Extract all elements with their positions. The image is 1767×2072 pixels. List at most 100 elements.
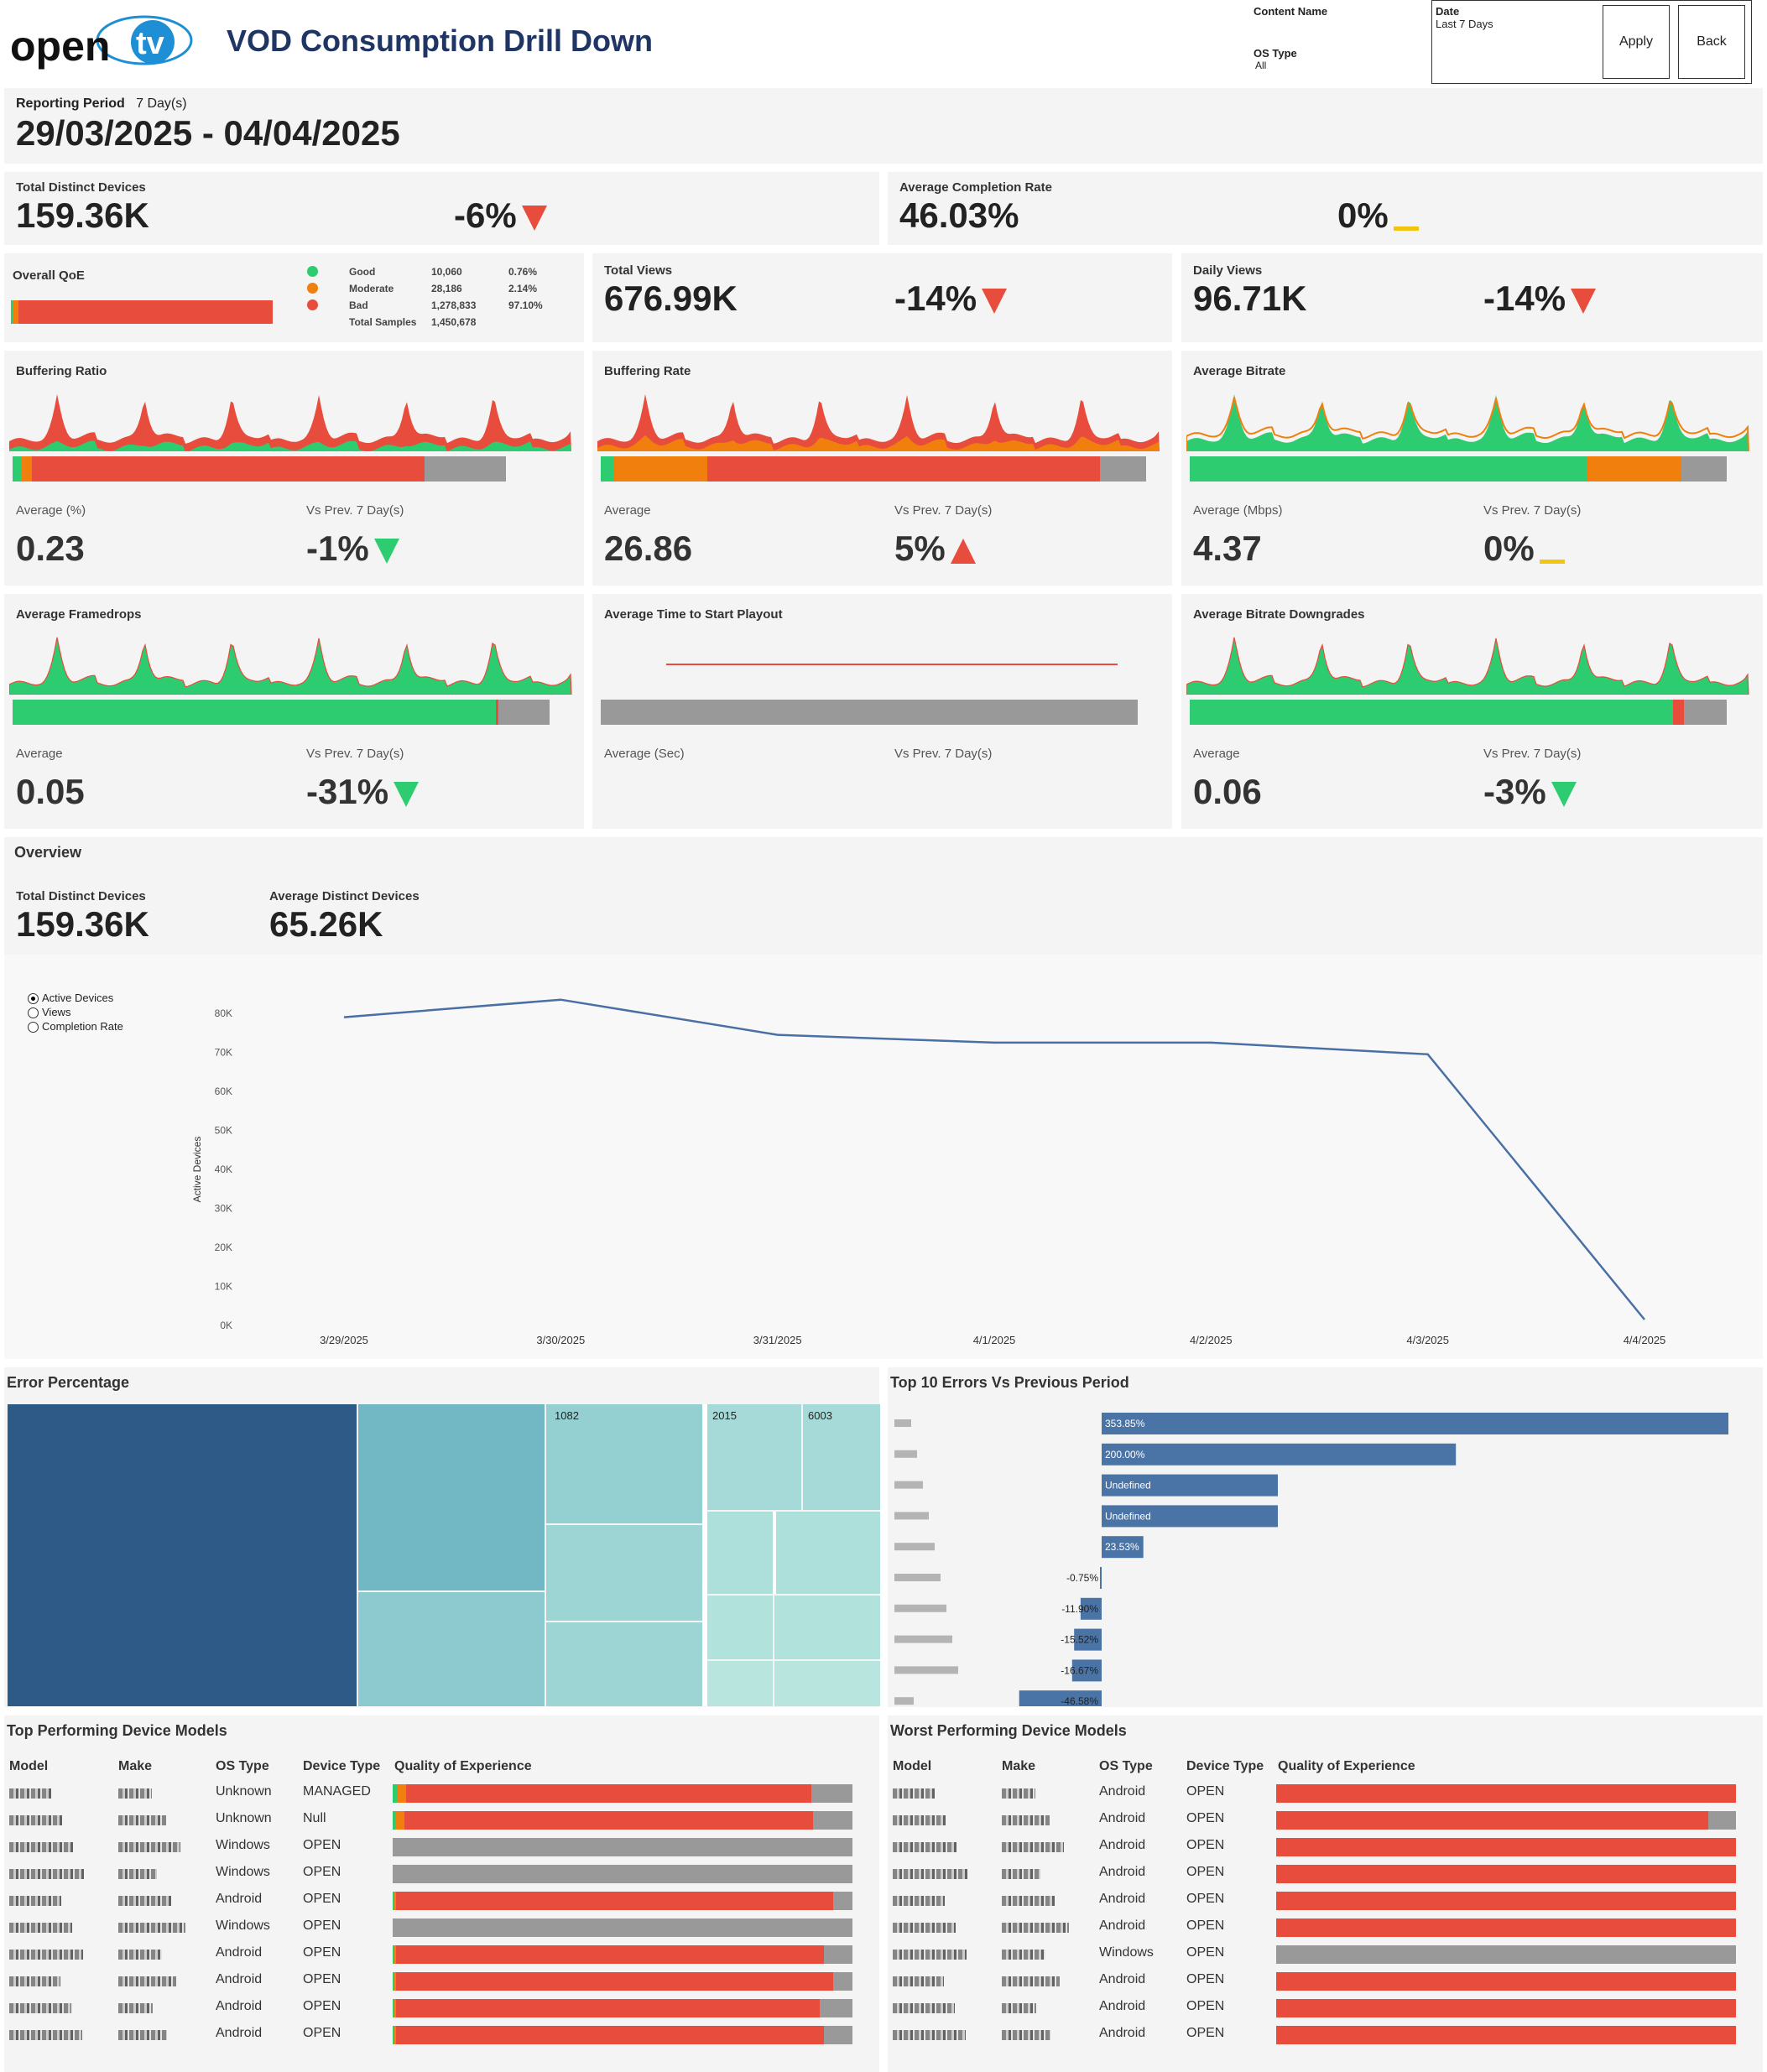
series-line[interactable] <box>343 998 1645 1320</box>
qoe-segment-good[interactable] <box>393 1784 398 1803</box>
qoe-bar[interactable] <box>393 1865 852 1883</box>
error-bar[interactable] <box>1074 1628 1102 1651</box>
qoe-segment-good[interactable] <box>393 2026 394 2044</box>
column-header[interactable]: Model <box>893 1759 932 1773</box>
table-row[interactable]: Android OPEN <box>4 1942 879 1967</box>
table-row[interactable]: Unknown Null <box>4 1808 879 1833</box>
qoe-bar[interactable] <box>1276 1892 1736 1910</box>
qoe-segment-moderate[interactable] <box>394 1972 397 1991</box>
bar-segment-bad[interactable] <box>1673 700 1684 725</box>
qoe-segment-moderate[interactable] <box>394 1811 404 1830</box>
table-row[interactable]: Android OPEN <box>888 1781 1763 1806</box>
error-bar[interactable] <box>1100 1567 1102 1589</box>
qoe-segment-bad[interactable] <box>1276 1918 1736 1937</box>
data-point[interactable] <box>992 1040 997 1045</box>
bar-segment-good[interactable] <box>13 456 21 482</box>
table-row[interactable]: Android OPEN <box>4 1969 879 1994</box>
column-header[interactable]: Model <box>9 1759 49 1773</box>
qoe-segment-moderate[interactable] <box>397 1784 407 1803</box>
qoe-bar[interactable] <box>1276 2026 1736 2044</box>
bar-segment-moderate[interactable] <box>1587 456 1681 482</box>
qoe-segment-na[interactable] <box>824 2026 852 2044</box>
qoe-segment-bad[interactable] <box>396 2026 824 2044</box>
qoe-bar[interactable] <box>1276 1918 1736 1937</box>
table-row[interactable]: Android OPEN <box>888 1888 1763 1913</box>
qoe-segment-bad[interactable] <box>404 1811 814 1830</box>
qoe-segment-good[interactable] <box>393 1999 394 2017</box>
bar-segment-good[interactable] <box>601 456 615 482</box>
metric-qoe-bar[interactable] <box>601 700 1138 725</box>
table-row[interactable]: Android OPEN <box>888 1915 1763 1940</box>
qoe-segment-bad[interactable] <box>1276 1865 1736 1883</box>
qoe-bar[interactable] <box>393 1784 852 1803</box>
qoe-segment-bad[interactable] <box>1276 1838 1736 1856</box>
column-header[interactable]: Device Type <box>1186 1759 1264 1773</box>
qoe-segment-na[interactable] <box>811 1784 852 1803</box>
radio-empty-icon[interactable] <box>28 1022 39 1033</box>
treemap-cell[interactable] <box>707 1661 773 1706</box>
treemap-cell[interactable] <box>546 1622 702 1706</box>
qoe-segment-bad[interactable] <box>1276 2026 1736 2044</box>
table-row[interactable]: Windows OPEN <box>4 1861 879 1887</box>
column-header[interactable]: Make <box>1002 1759 1036 1773</box>
treemap-cell[interactable] <box>8 1404 357 1706</box>
qoe-segment-bad[interactable] <box>406 1784 811 1803</box>
treemap-cell[interactable] <box>707 1596 773 1659</box>
data-point[interactable] <box>558 997 563 1002</box>
bar-segment-bad[interactable] <box>31 456 425 482</box>
bar-segment-good[interactable] <box>1190 456 1587 482</box>
table-row[interactable]: Android OPEN <box>888 1969 1763 1994</box>
column-header[interactable]: Device Type <box>303 1759 381 1773</box>
table-row[interactable]: Windows OPEN <box>4 1915 879 1940</box>
qoe-segment-bad[interactable] <box>1276 1972 1736 1991</box>
table-row[interactable]: Android OPEN <box>888 1808 1763 1833</box>
qoe-bar-segment-bad[interactable] <box>18 300 273 324</box>
radio-option[interactable]: Active Devices <box>28 992 113 1006</box>
content-name-label[interactable]: Content Name <box>1254 5 1328 18</box>
error-bar[interactable] <box>1080 1597 1102 1620</box>
treemap-cell[interactable] <box>358 1404 545 1590</box>
qoe-segment-bad[interactable] <box>396 1999 820 2017</box>
qoe-bar[interactable] <box>393 2026 852 2044</box>
error-bar[interactable] <box>1102 1536 1144 1559</box>
table-row[interactable]: Android OPEN <box>4 1888 879 1913</box>
bar-segment-na[interactable] <box>1099 456 1146 482</box>
metric-qoe-bar[interactable] <box>601 456 1146 482</box>
metric-qoe-bar[interactable] <box>1190 456 1727 482</box>
treemap-cell[interactable] <box>774 1596 880 1659</box>
qoe-segment-good[interactable] <box>393 1811 395 1830</box>
column-header[interactable]: Quality of Experience <box>1278 1759 1415 1773</box>
error-bar[interactable] <box>1102 1413 1728 1434</box>
table-row[interactable]: Android OPEN <box>888 1996 1763 2021</box>
qoe-segment-bad[interactable] <box>396 1945 824 1964</box>
column-header[interactable]: Make <box>118 1759 153 1773</box>
radio-selected-icon[interactable] <box>28 993 39 1005</box>
qoe-bar[interactable] <box>1276 1811 1736 1830</box>
data-point[interactable] <box>1426 1052 1431 1057</box>
error-bar[interactable] <box>1102 1505 1278 1528</box>
bar-segment-na[interactable] <box>498 700 550 725</box>
bar-segment-moderate[interactable] <box>614 456 707 482</box>
qoe-segment-na[interactable] <box>1276 1945 1736 1964</box>
qoe-segment-bad[interactable] <box>1276 1784 1736 1803</box>
error-bar[interactable] <box>1102 1474 1278 1497</box>
qoe-bar[interactable] <box>11 300 273 324</box>
table-row[interactable]: Android OPEN <box>888 2023 1763 2048</box>
qoe-bar[interactable] <box>393 1892 852 1910</box>
qoe-bar[interactable] <box>1276 1865 1736 1883</box>
bar-segment-na[interactable] <box>1683 700 1727 725</box>
table-row[interactable]: Unknown MANAGED <box>4 1781 879 1806</box>
os-type-value[interactable]: All <box>1255 60 1267 71</box>
table-row[interactable]: Android OPEN <box>4 1996 879 2021</box>
column-header[interactable]: OS Type <box>1099 1759 1153 1773</box>
qoe-segment-good[interactable] <box>393 1892 394 1910</box>
qoe-bar[interactable] <box>393 1811 852 1830</box>
qoe-bar[interactable] <box>1276 1972 1736 1991</box>
qoe-bar[interactable] <box>1276 1999 1736 2017</box>
error-bar[interactable] <box>1019 1690 1102 1706</box>
treemap-cell[interactable] <box>774 1512 880 1594</box>
qoe-bar[interactable] <box>393 1918 852 1937</box>
qoe-segment-bad[interactable] <box>1276 1811 1709 1830</box>
radio-option[interactable]: Views <box>28 1006 70 1020</box>
bar-segment-na[interactable] <box>601 700 1138 725</box>
